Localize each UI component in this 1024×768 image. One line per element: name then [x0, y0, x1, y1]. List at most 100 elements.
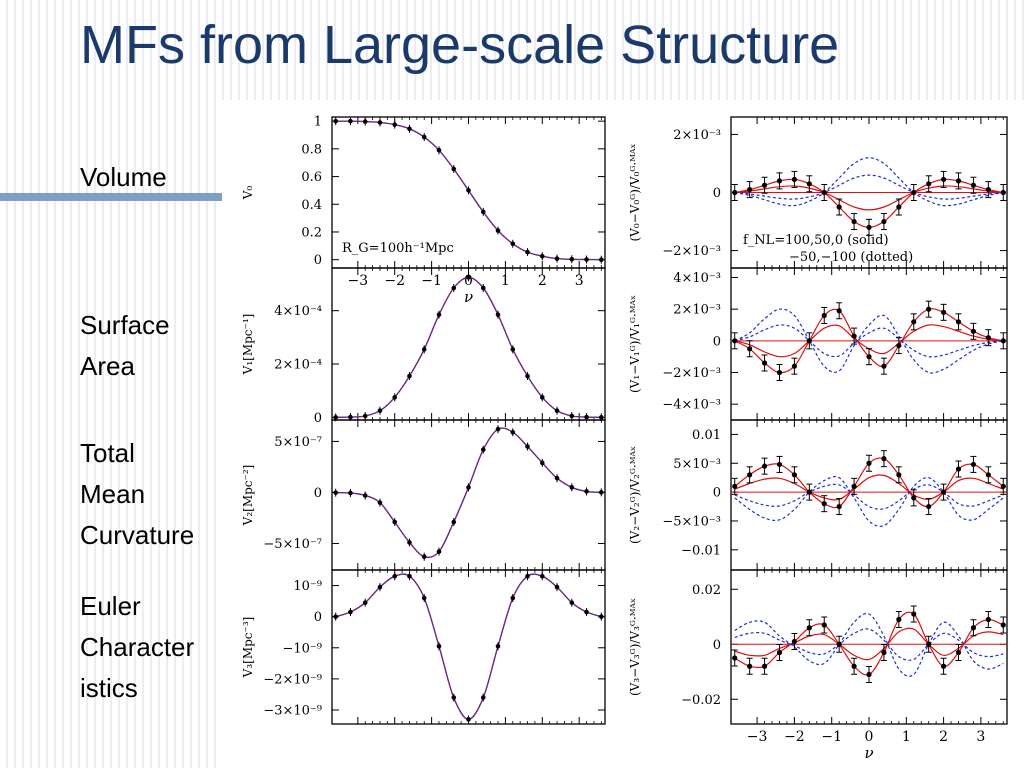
data-point — [377, 584, 383, 590]
y-tick-label: 5×10⁻³ — [673, 457, 721, 472]
data-point — [926, 306, 932, 312]
y-tick-label: −2×10⁻³ — [662, 244, 721, 259]
data-point — [791, 176, 798, 183]
y-tick-label: 0.01 — [692, 428, 721, 443]
data-point — [348, 609, 353, 615]
y-tick-label: 0.2 — [301, 225, 322, 240]
data-point — [495, 312, 501, 317]
y-tick-label: 4×10⁻³ — [673, 271, 721, 286]
data-point — [436, 643, 442, 649]
data-point — [333, 490, 338, 495]
data-point — [1000, 338, 1006, 344]
data-point — [761, 663, 768, 669]
data-point — [732, 655, 738, 661]
data-point — [791, 472, 798, 478]
data-point — [362, 493, 368, 498]
data-point — [599, 614, 604, 619]
x-tick-label: −3 — [747, 729, 768, 745]
data-point — [436, 147, 442, 153]
panel-frame — [730, 419, 1008, 571]
data-point — [569, 485, 575, 490]
data-point — [926, 503, 932, 510]
row-label-line: Area — [80, 351, 135, 381]
fnl-model-curve — [734, 475, 1004, 527]
data-point — [970, 461, 977, 468]
y-tick-label: 10⁻⁹ — [293, 579, 322, 594]
data-point — [495, 228, 501, 233]
data-point — [554, 408, 560, 413]
y-tick-label: −5×10⁻⁷ — [263, 537, 322, 552]
smoothing-scale-label: R_G=100h⁻¹Mpc — [342, 241, 454, 256]
x-tick-label: 0 — [865, 729, 874, 745]
data-point — [421, 134, 427, 140]
y-tick-label: 2×10⁻⁴ — [274, 358, 322, 373]
data-point — [866, 224, 872, 230]
panel-dV3: −3 −2 −1 0 1 2 3 ν 0.02 0 −0.02 (V₃−V₃ᴳ)/V₃ᴳ·ᴹᴬˣ — [628, 569, 1008, 762]
y-tick-label: −3×10⁻⁹ — [263, 704, 322, 719]
data-point — [732, 338, 738, 344]
y-tick-label: 4×10⁻⁴ — [274, 304, 322, 319]
measured-curve — [335, 427, 602, 558]
data-point — [377, 500, 383, 505]
data-point — [539, 253, 545, 259]
x-tick-label: 2 — [538, 273, 547, 289]
data-point — [510, 347, 516, 352]
y-axis-label: (V₀−V₀ᴳ)/V₀ᴳ·ᴹᴬˣ — [628, 143, 642, 241]
data-point — [554, 256, 560, 261]
data-point — [377, 120, 383, 125]
x-tick-label: 1 — [501, 273, 510, 289]
data-point — [836, 204, 842, 210]
legend-solid: f_NL=100,50,0 (solid) — [743, 233, 889, 248]
data-point — [348, 118, 353, 124]
data-point — [1000, 189, 1006, 196]
data-point — [970, 328, 977, 334]
panel-V2: 5×10⁻⁷ 0 −5×10⁻⁷ V₂[Mpc⁻²] — [241, 419, 606, 571]
data-point — [940, 489, 947, 495]
data-point — [836, 503, 842, 510]
gaussian-curve — [335, 427, 602, 559]
row-label-volume: Volume — [80, 157, 167, 198]
data-point — [806, 625, 812, 631]
y-tick-label: 0 — [713, 638, 721, 653]
data-point — [911, 319, 917, 325]
mf-figure-svg: −3 −2 −1 0 1 2 3 ν 1 0.8 0.6 0.4 0.2 0 V₀ R_G=100h⁻¹Mpc… — [241, 115, 1008, 762]
data-point — [955, 649, 962, 656]
data-point — [421, 554, 427, 560]
data-point — [970, 182, 977, 188]
data-point — [732, 483, 738, 489]
data-point — [569, 600, 575, 605]
data-point — [851, 218, 857, 225]
data-point — [896, 204, 902, 210]
data-point — [599, 257, 604, 262]
y-tick-label: 5×10⁻⁷ — [274, 435, 322, 450]
y-tick-label: 0 — [713, 186, 721, 201]
data-point — [970, 625, 977, 631]
data-point — [940, 309, 947, 315]
data-point — [466, 717, 471, 722]
y-tick-label: 0.8 — [301, 142, 322, 157]
fnl-model-curve — [734, 324, 1004, 358]
y-tick-label: 0.02 — [692, 583, 721, 598]
data-point — [881, 218, 887, 225]
row-label-line: Character — [80, 632, 195, 662]
data-point — [451, 285, 457, 291]
data-point — [747, 472, 753, 478]
data-point — [761, 182, 768, 188]
panel-dV2: 0.01 5×10⁻³ 0 −5×10⁻³ −0.01 (V₂−V₂ᴳ)/V₂ᴳ·ᴹᴬˣ — [628, 419, 1008, 571]
data-point — [881, 363, 887, 369]
measured-curve — [335, 573, 602, 720]
row-label-line: istics — [80, 673, 138, 703]
data-point — [584, 414, 589, 420]
data-point — [348, 414, 353, 420]
y-axis-label: V₀ — [241, 186, 255, 201]
data-point — [451, 519, 457, 525]
data-point — [821, 622, 827, 628]
panel-V3: 10⁻⁹ 0 −10⁻⁹ −2×10⁻⁹ −3×10⁻⁹ V₃[Mpc⁻³] — [241, 569, 606, 725]
data-point — [821, 312, 827, 319]
data-point — [866, 460, 872, 466]
fnl-model-curve — [734, 308, 1004, 374]
data-point — [495, 426, 501, 432]
data-point — [911, 495, 917, 501]
x-tick-label: 1 — [902, 729, 911, 745]
data-point — [510, 595, 516, 601]
